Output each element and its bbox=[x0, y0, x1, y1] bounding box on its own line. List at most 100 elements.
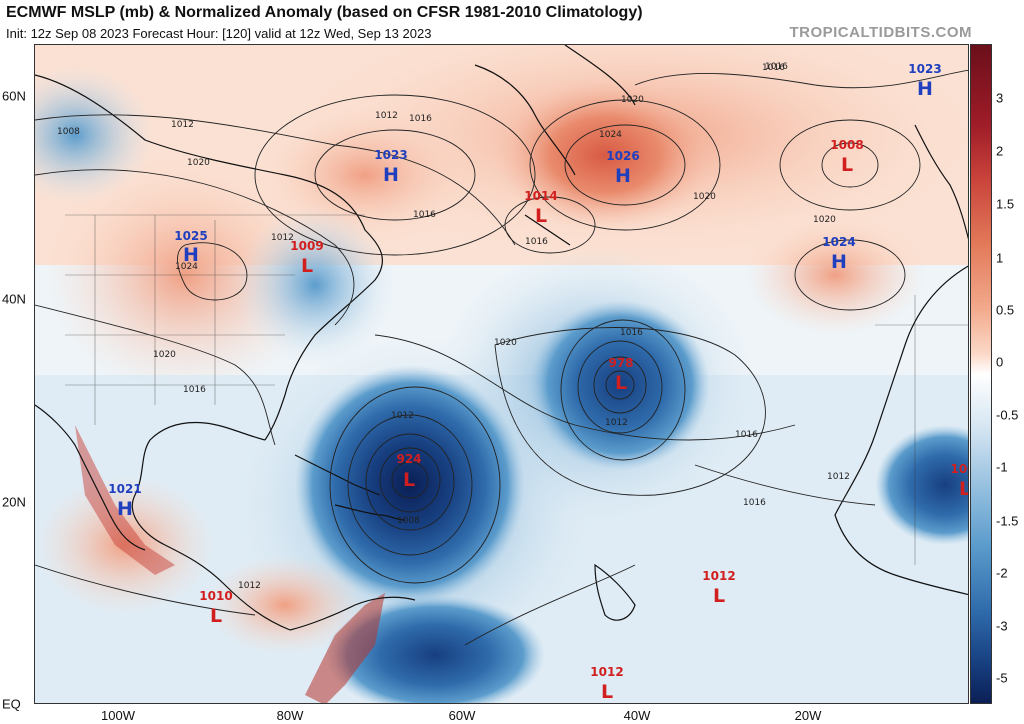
colorbar-tick-label: 1.5 bbox=[996, 196, 1015, 212]
low-center: 100 L bbox=[950, 462, 969, 500]
isobar-label: 1020 bbox=[494, 338, 517, 348]
svg-text:L: L bbox=[959, 478, 969, 500]
high-center: 1026 H bbox=[606, 149, 639, 187]
isobar-label: 1016 bbox=[525, 237, 548, 247]
map-subtitle: Init: 12z Sep 08 2023 Forecast Hour: [12… bbox=[6, 26, 432, 41]
isobar-label: 1012 bbox=[238, 581, 261, 591]
svg-text:1023: 1023 bbox=[908, 62, 941, 76]
colorbar-tick-label: 1 bbox=[996, 250, 1004, 266]
svg-text:1023: 1023 bbox=[374, 148, 407, 162]
high-center: 1023 H bbox=[374, 148, 407, 186]
svg-text:H: H bbox=[117, 498, 133, 520]
isobar-labels: 1008 1012 1016 1020 1024 1020 1016 1012 … bbox=[57, 62, 850, 591]
svg-text:1026: 1026 bbox=[606, 149, 639, 163]
colorbar-tick-label: -2 bbox=[996, 565, 1008, 581]
isobar-label: 1016 bbox=[765, 62, 788, 72]
svg-text:924: 924 bbox=[396, 452, 421, 466]
isobar-label: 1016 bbox=[762, 63, 785, 73]
svg-text:L: L bbox=[535, 205, 547, 227]
colorbar-tick-label: 2 bbox=[996, 143, 1004, 159]
colorbar-gradient bbox=[971, 45, 991, 703]
svg-text:1010: 1010 bbox=[199, 589, 232, 603]
isobar-label: 1012 bbox=[605, 418, 628, 428]
longitude-label: 20W bbox=[794, 708, 822, 723]
svg-text:H: H bbox=[615, 165, 631, 187]
svg-text:1008: 1008 bbox=[830, 138, 863, 152]
longitude-label: 60W bbox=[448, 708, 476, 723]
svg-text:1014: 1014 bbox=[524, 189, 557, 203]
isobar-label: 1012 bbox=[827, 472, 850, 482]
svg-text:978: 978 bbox=[608, 356, 633, 370]
svg-text:1024: 1024 bbox=[822, 235, 855, 249]
isobar-label: 1016 bbox=[743, 498, 766, 508]
low-center: 1010 L bbox=[199, 589, 232, 627]
latitude-label: 40N bbox=[2, 291, 26, 307]
isobar-label: 1020 bbox=[813, 215, 836, 225]
isobar-label: 1024 bbox=[599, 130, 622, 140]
low-center: 978 L bbox=[608, 356, 633, 394]
svg-text:1012: 1012 bbox=[702, 569, 735, 583]
svg-text:L: L bbox=[301, 255, 313, 277]
low-center: 1012 L bbox=[702, 569, 735, 607]
low-center: 1014 L bbox=[524, 189, 557, 227]
longitude-label: 80W bbox=[276, 708, 304, 723]
isobars bbox=[35, 69, 968, 646]
low-center: 924 L bbox=[396, 452, 421, 491]
isobar-label: 1016 bbox=[183, 385, 206, 395]
isobar-label: 1008 bbox=[397, 516, 420, 526]
svg-text:L: L bbox=[841, 154, 853, 176]
svg-text:1012: 1012 bbox=[590, 665, 623, 679]
svg-text:1025: 1025 bbox=[174, 229, 207, 243]
isobar-label: 1008 bbox=[57, 127, 80, 137]
svg-text:L: L bbox=[615, 372, 627, 394]
isobar-label: 1016 bbox=[409, 114, 432, 124]
svg-text:100: 100 bbox=[950, 462, 969, 476]
isobar-label: 1020 bbox=[621, 95, 644, 105]
source-watermark: TROPICALTIDBITS.COM bbox=[789, 24, 972, 41]
svg-text:L: L bbox=[713, 585, 725, 607]
isobar-label: 1016 bbox=[735, 430, 758, 440]
latitude-label: EQ bbox=[2, 696, 21, 712]
colorbar-tick-label: 0 bbox=[996, 354, 1004, 370]
high-center: 1021 H bbox=[108, 482, 141, 520]
svg-text:L: L bbox=[601, 681, 613, 703]
latitude-label: 60N bbox=[2, 88, 26, 104]
isobar-label: 1012 bbox=[271, 233, 294, 243]
colorbar-tick-label: 0.5 bbox=[996, 302, 1015, 318]
high-center: 1023 H bbox=[908, 62, 941, 100]
low-center: 1012 L bbox=[590, 665, 623, 703]
low-center: 1009 L bbox=[290, 239, 323, 277]
svg-text:H: H bbox=[383, 164, 399, 186]
svg-text:H: H bbox=[917, 78, 933, 100]
anomaly-colorbar bbox=[970, 44, 992, 704]
longitude-label: 40W bbox=[623, 708, 651, 723]
svg-text:L: L bbox=[403, 469, 415, 491]
svg-text:H: H bbox=[831, 251, 847, 273]
isobar-label: 1016 bbox=[413, 210, 436, 220]
isobar-label: 1024 bbox=[175, 262, 198, 272]
longitude-label: 100W bbox=[101, 708, 135, 723]
isobar-label: 1012 bbox=[171, 120, 194, 130]
svg-text:1009: 1009 bbox=[290, 239, 323, 253]
colorbar-tick-label: 3 bbox=[996, 90, 1004, 106]
isobar-label: 1020 bbox=[693, 192, 716, 202]
coastlines bbox=[35, 45, 968, 631]
mslp-map: 1008 1012 1016 1020 1024 1020 1016 1012 … bbox=[34, 44, 969, 704]
isobar-label: 1020 bbox=[187, 158, 210, 168]
isobar-label: 1012 bbox=[391, 411, 414, 421]
colorbar-tick-label: -1 bbox=[996, 459, 1008, 475]
high-center: 1024 H bbox=[822, 235, 855, 273]
map-title: ECMWF MSLP (mb) & Normalized Anomaly (ba… bbox=[6, 4, 643, 21]
colorbar-tick-label: -1.5 bbox=[996, 513, 1019, 529]
svg-text:L: L bbox=[210, 605, 222, 627]
isobar-label: 1012 bbox=[375, 111, 398, 121]
colorbar-tick-label: -3 bbox=[996, 618, 1008, 634]
isobar-label: 1016 bbox=[620, 328, 643, 338]
colorbar-tick-label: -5 bbox=[996, 670, 1008, 686]
map-canvas: 1008 1012 1016 1020 1024 1020 1016 1012 … bbox=[35, 45, 969, 703]
latitude-label: 20N bbox=[2, 494, 26, 510]
colorbar-tick-label: -0.5 bbox=[996, 407, 1019, 423]
svg-text:H: H bbox=[183, 244, 199, 266]
low-center: 1008 L bbox=[830, 138, 863, 176]
